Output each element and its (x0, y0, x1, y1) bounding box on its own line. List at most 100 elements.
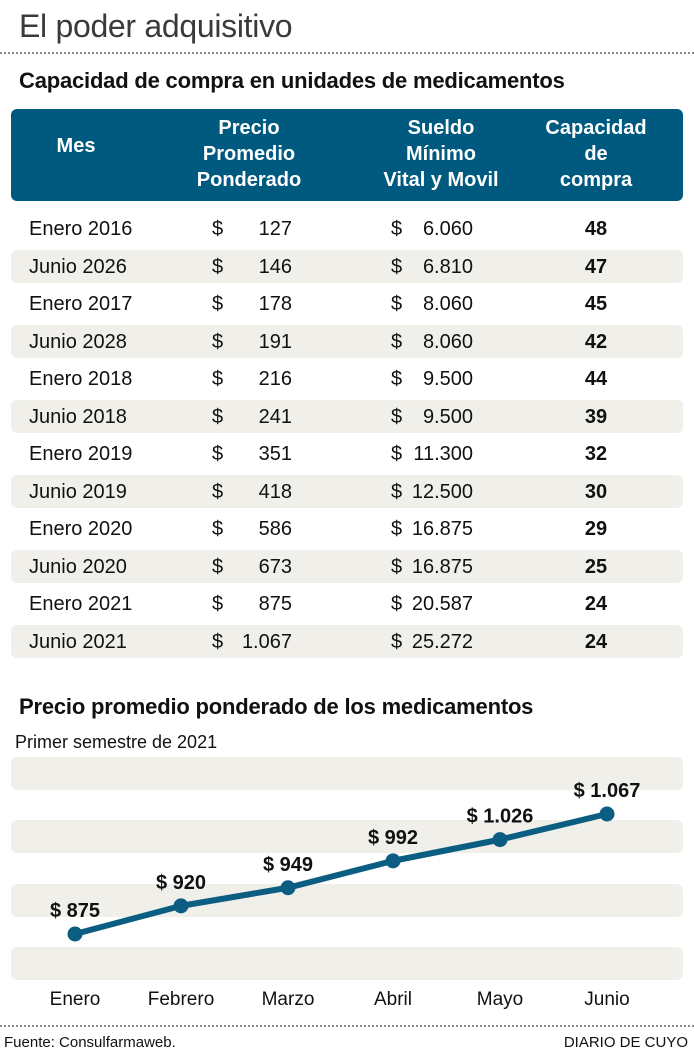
table-header: Mes Precio Promedio Ponderado Sueldo Mín… (11, 109, 683, 201)
table-row: Junio 2028 $191 $8.060 42 (11, 324, 683, 358)
header-line: Mínimo (406, 143, 476, 165)
data-point (280, 880, 296, 896)
currency-symbol: $ (391, 330, 403, 353)
cell-mes: Junio 2018 (29, 405, 127, 428)
x-tick-label: Enero (50, 989, 101, 1010)
header-precio: Precio Promedio Ponderado (179, 115, 319, 193)
table-title: Capacidad de compra en unidades de medic… (19, 68, 565, 93)
header-line: Precio (218, 117, 280, 139)
cell-capacidad: 44 (584, 368, 608, 390)
cell-mes: Junio 2026 (29, 255, 127, 278)
cell-mes: Enero 2021 (29, 593, 133, 615)
grid-band (11, 884, 683, 917)
cell-mes: Junio 2028 (29, 330, 127, 353)
cell-capacidad: 39 (584, 405, 608, 428)
table-row: Junio 2021 $1.067 $25.272 24 (11, 624, 683, 658)
header-capacidad: Capacidad de compra (526, 115, 666, 193)
cell-precio: 241 (258, 405, 292, 428)
cell-sueldo: 16.875 (411, 555, 473, 578)
cell-mes: Enero 2020 (29, 518, 133, 540)
cell-mes: Enero 2016 (29, 218, 133, 240)
currency-symbol: $ (391, 405, 403, 428)
currency-symbol: $ (212, 368, 224, 390)
data-label: $ 920 (156, 872, 206, 894)
currency-symbol: $ (212, 593, 224, 615)
data-point (492, 832, 508, 848)
x-tick-label: Abril (374, 989, 412, 1010)
currency-symbol: $ (391, 630, 403, 653)
table-row: Enero 2019 $351 $11.300 32 (11, 437, 683, 470)
header-line: Vital y Movil (383, 169, 499, 191)
header-mes: Mes (41, 133, 111, 159)
cell-capacidad: 48 (584, 218, 608, 240)
grid-band (11, 820, 683, 853)
currency-symbol: $ (391, 293, 403, 315)
cell-capacidad: 29 (584, 518, 608, 540)
currency-symbol: $ (391, 368, 403, 390)
table-row: Junio 2026 $146 $6.810 47 (11, 249, 683, 283)
cell-precio: 216 (258, 368, 292, 390)
line-chart: $ 875 Enero $ 920 Febrero $ 949 Marzo $ 992 Abr… (11, 757, 683, 1010)
data-point (67, 926, 83, 942)
currency-symbol: $ (212, 405, 224, 428)
cell-precio: 418 (258, 480, 292, 503)
currency-symbol: $ (391, 518, 403, 540)
data-label: $ 949 (263, 854, 313, 876)
header-line: Capacidad (545, 117, 647, 139)
currency-symbol: $ (391, 255, 403, 278)
table-row: Junio 2019 $418 $12.500 30 (11, 474, 683, 508)
x-tick-label: Marzo (262, 989, 315, 1010)
cell-capacidad: 25 (584, 555, 608, 578)
table-row: Enero 2018 $216 $9.500 44 (11, 362, 683, 395)
cell-precio: 875 (258, 593, 292, 615)
grid-band (11, 757, 683, 790)
cell-precio: 127 (258, 218, 292, 240)
cell-sueldo: 25.272 (411, 630, 473, 653)
currency-symbol: $ (212, 293, 224, 315)
cell-precio: 178 (258, 293, 292, 315)
header-line: Ponderado (196, 169, 302, 191)
table-row: Junio 2018 $241 $9.500 39 (11, 399, 683, 433)
currency-symbol: $ (212, 518, 224, 540)
data-point (385, 853, 401, 869)
cell-precio: 586 (258, 518, 292, 540)
cell-sueldo: 8.060 (422, 293, 473, 315)
header-line: Promedio (202, 143, 296, 165)
bottom-divider (0, 1025, 694, 1027)
cell-sueldo: 6.060 (422, 218, 473, 240)
cell-capacidad: 42 (584, 330, 608, 353)
page-title: El poder adquisitivo (19, 8, 293, 44)
cell-sueldo: 12.500 (411, 480, 473, 503)
cell-capacidad: 24 (584, 593, 608, 615)
header-line: Sueldo (407, 117, 475, 139)
source-note: Fuente: Consulfarmaweb. (4, 1034, 176, 1051)
currency-symbol: $ (212, 480, 224, 503)
table-row: Junio 2020 $673 $16.875 25 (11, 549, 683, 583)
cell-precio: 1.067 (241, 630, 292, 653)
currency-symbol: $ (391, 443, 403, 465)
cell-sueldo: 6.810 (422, 255, 473, 278)
cell-capacidad: 32 (584, 443, 608, 465)
cell-precio: 191 (258, 330, 292, 353)
currency-symbol: $ (212, 630, 224, 653)
cell-mes: Enero 2018 (29, 368, 133, 390)
cell-capacidad: 24 (584, 630, 608, 653)
currency-symbol: $ (212, 255, 224, 278)
brand-label: DIARIO DE CUYO (563, 1034, 688, 1051)
currency-symbol: $ (212, 330, 224, 353)
chart-subtitle: Primer semestre de 2021 (15, 732, 218, 752)
currency-symbol: $ (391, 555, 403, 578)
cell-sueldo: 9.500 (422, 368, 473, 390)
currency-symbol: $ (391, 480, 403, 503)
header-sueldo: Sueldo Mínimo Vital y Movil (371, 115, 511, 193)
currency-symbol: $ (212, 218, 224, 240)
table-row: Enero 2017 $178 $8.060 45 (11, 287, 683, 320)
data-label: $ 875 (50, 900, 100, 922)
x-tick-label: Junio (584, 989, 629, 1010)
cell-precio: 146 (258, 255, 292, 278)
cell-sueldo: 20.587 (411, 593, 473, 615)
header-line: Mes (56, 135, 96, 157)
cell-capacidad: 45 (584, 293, 608, 315)
series-line (74, 811, 608, 937)
cell-capacidad: 30 (584, 480, 608, 503)
